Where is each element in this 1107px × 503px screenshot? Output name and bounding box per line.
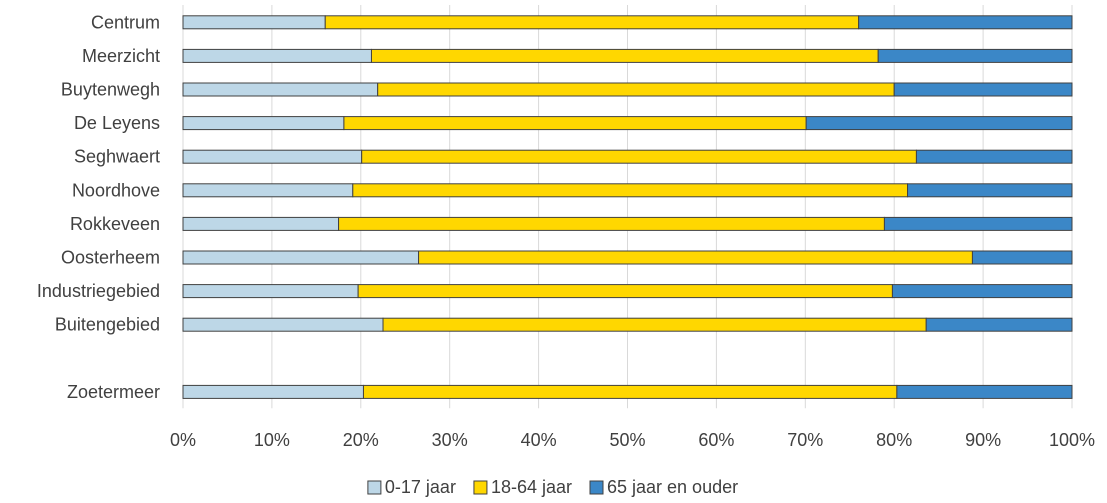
category-label: Noordhove	[72, 180, 160, 200]
bar-segment	[352, 183, 909, 198]
bar-segment	[361, 149, 917, 164]
category-label: Meerzicht	[82, 46, 160, 66]
bar-segment	[362, 384, 898, 399]
bar-segment	[805, 116, 1073, 131]
bar-segment	[877, 48, 1073, 63]
category-label: Rokkeveen	[70, 214, 160, 234]
category-label: Zoetermeer	[67, 382, 160, 402]
bar-segment	[182, 284, 359, 299]
x-tick-label: 20%	[343, 430, 379, 450]
bar-segment	[915, 149, 1073, 164]
category-label: Buitengebied	[55, 315, 160, 335]
x-tick-label: 30%	[432, 430, 468, 450]
x-tick-label: 40%	[521, 430, 557, 450]
legend-swatch	[473, 480, 488, 495]
category-label: Industriegebied	[37, 281, 160, 301]
x-tick-label: 80%	[876, 430, 912, 450]
x-axis-ticks: 0% 10% 20% 30% 40% 50% 60% 70% 80% 90% 100%	[170, 430, 1095, 450]
bar-segment	[343, 116, 807, 131]
x-tick-label: 0%	[170, 430, 196, 450]
bar-segment	[182, 149, 363, 164]
legend-label: 65 jaar en ouder	[607, 477, 738, 497]
category-labels: Centrum Meerzicht Buytenwegh De Leyens Seghw…	[37, 12, 160, 402]
bar-segment	[370, 48, 879, 63]
bar-segment	[891, 284, 1073, 299]
bar-segment	[182, 317, 384, 332]
bar-segment	[182, 48, 372, 63]
bar-segment	[418, 250, 973, 265]
x-tick-label: 70%	[787, 430, 823, 450]
bar-segment	[182, 250, 420, 265]
category-label: Buytenwegh	[61, 80, 160, 100]
category-label: Oosterheem	[61, 248, 160, 268]
x-tick-label: 90%	[965, 430, 1001, 450]
bar-segment	[893, 82, 1073, 97]
bar-segment	[925, 317, 1073, 332]
bar-segment	[182, 183, 354, 198]
bar-segment	[883, 216, 1073, 231]
legend-label: 0-17 jaar	[385, 477, 456, 497]
gridlines	[182, 5, 1073, 409]
bar-segment	[382, 317, 927, 332]
category-label: Seghwaert	[74, 147, 160, 167]
x-tick-label: 60%	[698, 430, 734, 450]
legend-swatch	[367, 480, 382, 495]
bar-segment	[182, 384, 364, 399]
bar-segment	[182, 82, 379, 97]
category-label: Centrum	[91, 12, 160, 32]
bar-segment	[907, 183, 1073, 198]
bar-segment	[357, 284, 893, 299]
category-label: De Leyens	[74, 113, 160, 133]
legend-swatch	[589, 480, 604, 495]
bar-segment	[324, 15, 860, 30]
bar-segment	[971, 250, 1073, 265]
bar-segment	[182, 216, 340, 231]
bar-segment	[858, 15, 1073, 30]
x-tick-label: 100%	[1049, 430, 1095, 450]
bar-segment	[182, 116, 345, 131]
x-tick-label: 50%	[609, 430, 645, 450]
x-tick-label: 10%	[254, 430, 290, 450]
bar-segment	[896, 384, 1073, 399]
legend: 0-17 jaar 18-64 jaar 65 jaar en ouder	[367, 477, 738, 497]
bar-segment	[338, 216, 885, 231]
legend-label: 18-64 jaar	[491, 477, 572, 497]
bar-segment	[377, 82, 895, 97]
bar-segment	[182, 15, 326, 30]
bars	[182, 15, 1073, 399]
